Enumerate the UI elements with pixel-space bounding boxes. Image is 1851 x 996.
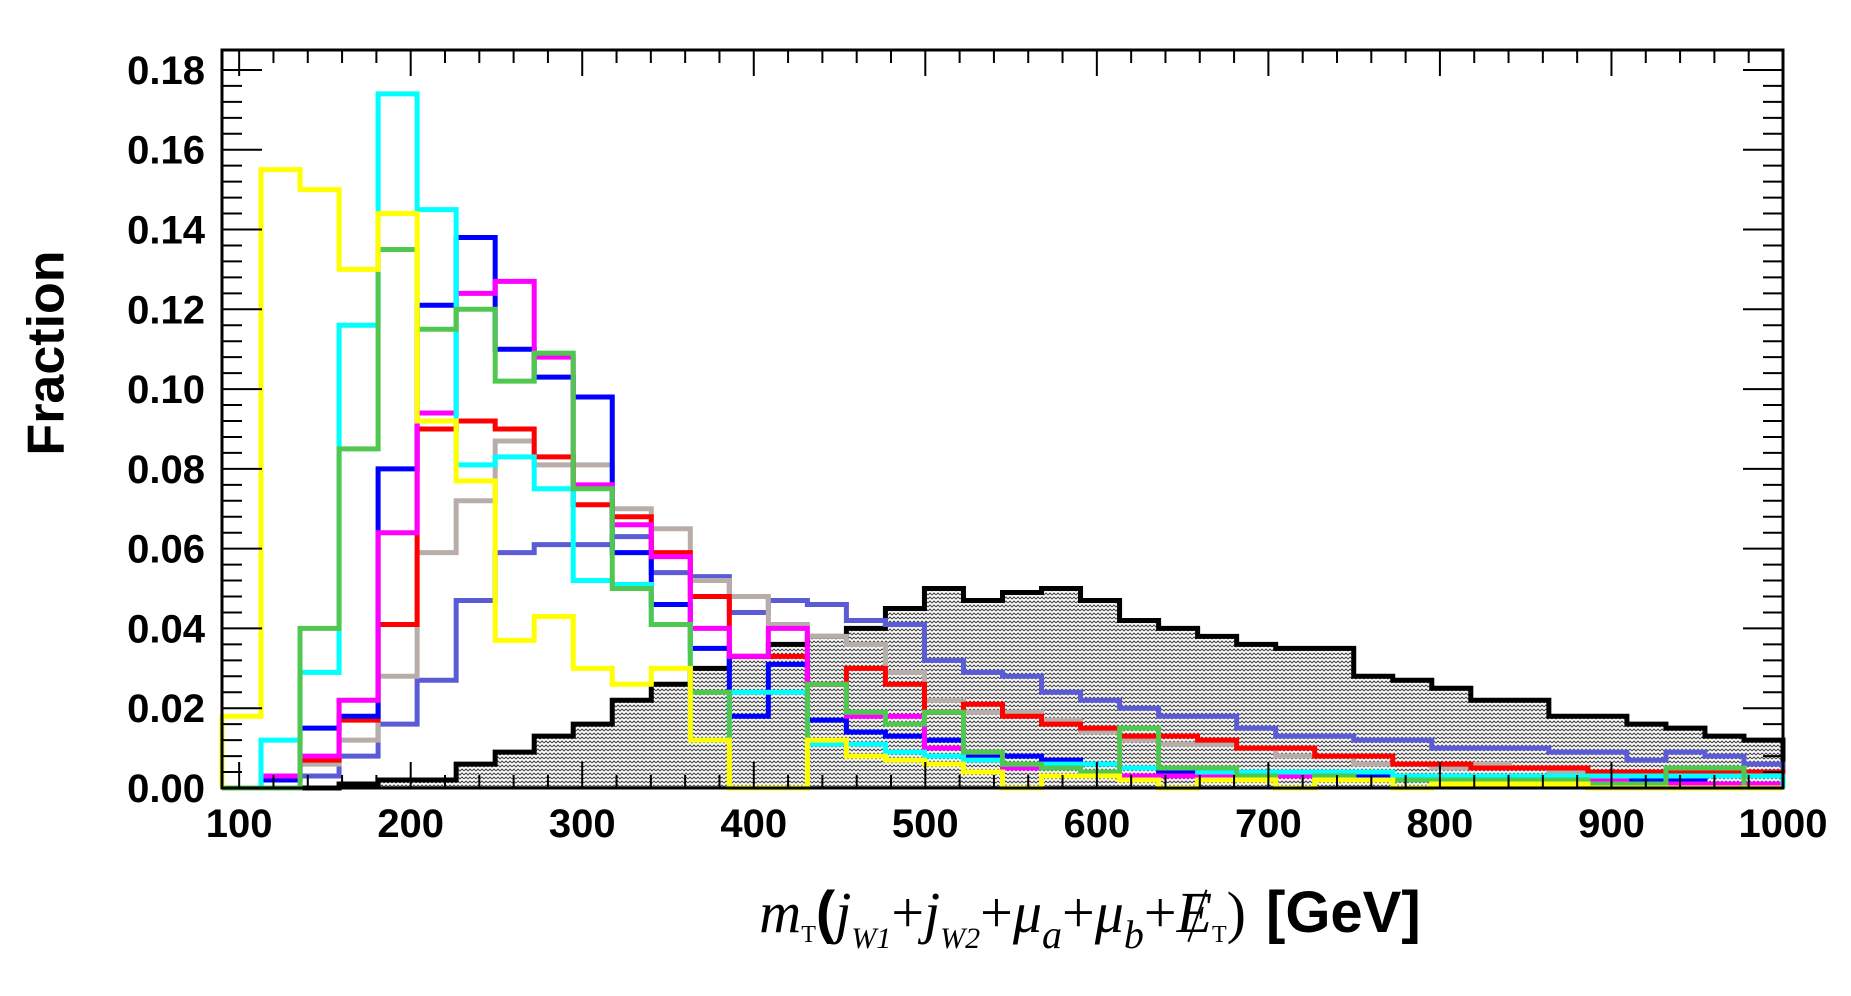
- x-title-close-paren: ): [1227, 880, 1246, 945]
- x-axis-title: mT(jW1+jW2+μa+μb+ET) [GeV]: [759, 880, 1420, 957]
- x-tick-label: 800: [1407, 802, 1474, 846]
- x-title-sub-a: a: [1042, 912, 1062, 957]
- x-tick-label: 300: [549, 802, 616, 846]
- y-tick-label: 0.14: [127, 209, 206, 253]
- x-title-mu-b: μ: [1094, 880, 1124, 945]
- x-tick-label: 200: [377, 802, 444, 846]
- x-tick-label: 100: [206, 802, 273, 846]
- y-tick-label: 0.06: [127, 528, 205, 572]
- series-green: [222, 246, 1783, 791]
- x-title-unit: [GeV]: [1266, 880, 1421, 945]
- y-tick-label: 0.08: [127, 448, 205, 492]
- missing-et-slash: [1187, 889, 1208, 943]
- x-title-sub-t2: T: [1212, 922, 1227, 948]
- x-title-plus-1: +: [891, 880, 924, 945]
- y-tick-label: 0.04: [127, 607, 206, 651]
- series-grey: [222, 438, 1786, 791]
- plot-frame: [220, 48, 1785, 790]
- x-title-sub-t: T: [801, 922, 816, 948]
- axis-ticks: 100 200 300 400 500 600 700 800 900 1000 0.00 0.02 0…: [127, 49, 1827, 846]
- x-title-sub-w2: W2: [940, 922, 980, 955]
- y-tick-label: 0.10: [127, 368, 205, 412]
- x-tick-label: 1000: [1739, 802, 1828, 846]
- series-slateblue: [222, 534, 1786, 791]
- x-tick-label: 500: [892, 802, 959, 846]
- y-tick-label: 0.12: [127, 288, 205, 332]
- x-tick-label: 600: [1063, 802, 1130, 846]
- y-tick-label: 0.18: [127, 49, 205, 93]
- y-axis-title: Fraction: [18, 250, 76, 455]
- x-title-sub-w1: W1: [851, 922, 891, 955]
- y-tick-label: 0.00: [127, 767, 205, 811]
- plot-area: [219, 91, 1786, 791]
- x-title-plus-2: +: [980, 880, 1013, 945]
- x-tick-label: 400: [720, 802, 787, 846]
- x-tick-label: 700: [1235, 802, 1302, 846]
- x-title-plus-4: +: [1144, 880, 1177, 945]
- x-title-plus-3: +: [1062, 880, 1095, 945]
- x-title-open-paren: (: [816, 880, 836, 945]
- y-tick-label: 0.02: [127, 687, 205, 731]
- x-tick-label: 900: [1578, 802, 1645, 846]
- x-title-sub-b: b: [1124, 912, 1144, 957]
- series-cyan: [222, 91, 1786, 791]
- x-title-mu-a: μ: [1012, 880, 1042, 945]
- series-background: [222, 586, 1786, 791]
- y-tick-label: 0.16: [127, 129, 205, 173]
- x-title-m: m: [759, 880, 801, 945]
